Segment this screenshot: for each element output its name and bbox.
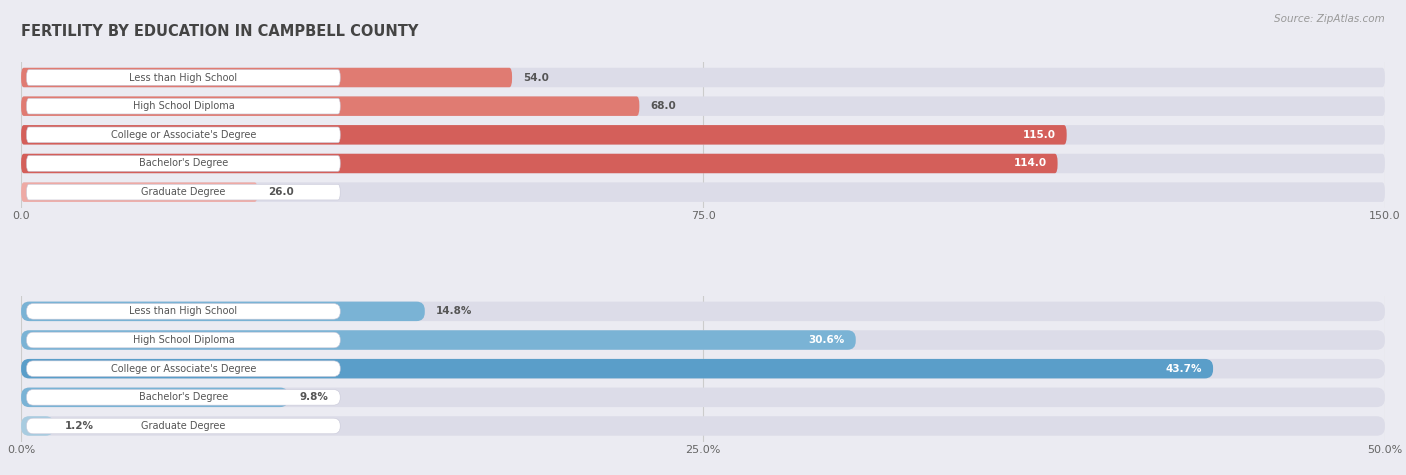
FancyBboxPatch shape [27,361,340,377]
Text: 68.0: 68.0 [650,101,676,111]
FancyBboxPatch shape [21,302,1385,321]
Text: 30.6%: 30.6% [808,335,845,345]
Text: 115.0: 115.0 [1022,130,1056,140]
Text: High School Diploma: High School Diploma [132,101,235,111]
FancyBboxPatch shape [21,96,1385,116]
Text: 114.0: 114.0 [1014,159,1046,169]
FancyBboxPatch shape [21,125,1385,144]
Text: Less than High School: Less than High School [129,306,238,316]
FancyBboxPatch shape [21,154,1057,173]
FancyBboxPatch shape [21,388,288,407]
FancyBboxPatch shape [21,302,425,321]
FancyBboxPatch shape [27,70,340,86]
FancyBboxPatch shape [21,416,1385,436]
Text: 14.8%: 14.8% [436,306,472,316]
Text: Graduate Degree: Graduate Degree [141,421,225,431]
Text: Bachelor's Degree: Bachelor's Degree [139,159,228,169]
FancyBboxPatch shape [21,416,53,436]
FancyBboxPatch shape [21,330,856,350]
FancyBboxPatch shape [21,154,1385,173]
FancyBboxPatch shape [21,96,640,116]
Text: College or Associate's Degree: College or Associate's Degree [111,130,256,140]
Text: College or Associate's Degree: College or Associate's Degree [111,364,256,374]
FancyBboxPatch shape [27,304,340,319]
FancyBboxPatch shape [27,127,340,142]
FancyBboxPatch shape [27,390,340,405]
FancyBboxPatch shape [27,98,340,114]
Text: Bachelor's Degree: Bachelor's Degree [139,392,228,402]
FancyBboxPatch shape [21,125,1067,144]
Text: Source: ZipAtlas.com: Source: ZipAtlas.com [1274,14,1385,24]
FancyBboxPatch shape [21,68,512,87]
FancyBboxPatch shape [21,182,257,202]
FancyBboxPatch shape [21,388,1385,407]
Text: 9.8%: 9.8% [299,392,328,402]
FancyBboxPatch shape [27,332,340,348]
FancyBboxPatch shape [21,359,1385,379]
Text: 26.0: 26.0 [269,187,294,197]
FancyBboxPatch shape [21,330,1385,350]
Text: FERTILITY BY EDUCATION IN CAMPBELL COUNTY: FERTILITY BY EDUCATION IN CAMPBELL COUNT… [21,24,419,39]
Text: 1.2%: 1.2% [65,421,94,431]
Text: Less than High School: Less than High School [129,73,238,83]
FancyBboxPatch shape [21,68,1385,87]
FancyBboxPatch shape [27,184,340,200]
Text: 43.7%: 43.7% [1166,364,1202,374]
Text: 54.0: 54.0 [523,73,548,83]
FancyBboxPatch shape [21,359,1213,379]
Text: Graduate Degree: Graduate Degree [141,187,225,197]
FancyBboxPatch shape [21,182,1385,202]
Text: High School Diploma: High School Diploma [132,335,235,345]
FancyBboxPatch shape [27,156,340,171]
FancyBboxPatch shape [27,418,340,434]
